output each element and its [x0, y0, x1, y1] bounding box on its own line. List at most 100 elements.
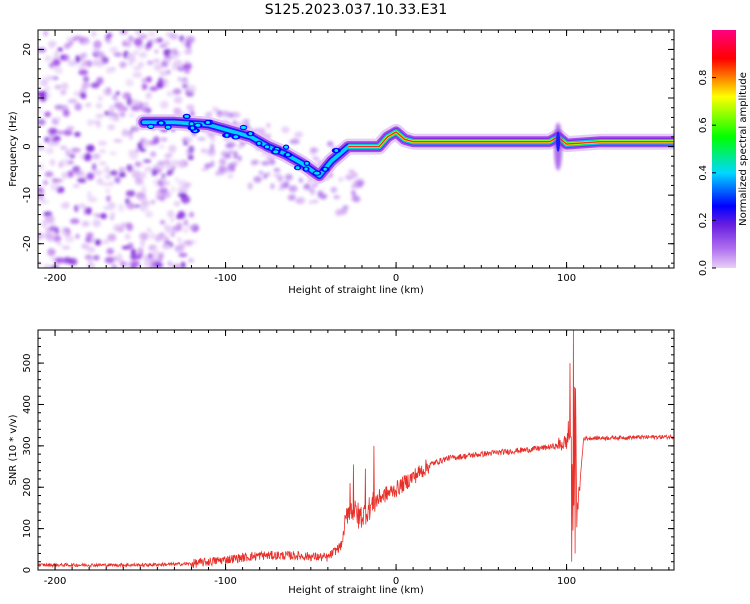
noise-blob — [38, 109, 43, 114]
noise-blob — [124, 233, 131, 240]
noise-blob — [147, 253, 153, 259]
noise-blob — [182, 83, 188, 89]
noise-blob — [125, 190, 136, 197]
y-tick-label: 20 — [22, 43, 33, 56]
noise-blob — [48, 226, 59, 231]
haze-blob — [227, 141, 236, 148]
noise-blob — [149, 264, 158, 268]
noise-blob — [160, 234, 169, 243]
y-tick-label: -10 — [22, 187, 33, 203]
x-tick-label: 0 — [393, 576, 399, 587]
noise-blob — [159, 100, 169, 110]
noise-blob — [103, 238, 109, 245]
noise-blob — [115, 102, 124, 107]
noise-blob — [182, 227, 189, 234]
noise-blob — [133, 127, 139, 132]
noise-blob — [57, 47, 63, 52]
noise-blob — [38, 162, 45, 171]
noise-blob — [74, 170, 85, 177]
snr-frame — [37, 329, 675, 571]
colorbar-ticks: 0.0 0.2 0.4 0.6 0.8 — [698, 70, 716, 276]
noise-blob — [170, 159, 181, 167]
noise-blob — [56, 130, 65, 135]
noise-blob — [74, 131, 81, 137]
ridge-core — [225, 133, 229, 137]
noise-blob — [186, 85, 197, 93]
band-layer — [348, 131, 674, 148]
ridge-core — [165, 125, 171, 129]
noise-blob — [147, 30, 156, 37]
noise-blob — [165, 153, 173, 158]
noise-blob — [46, 147, 54, 155]
noise-blob — [109, 170, 118, 176]
spectrogram-marks — [38, 30, 674, 268]
haze-blob — [206, 111, 213, 118]
noise-blob — [92, 219, 101, 228]
noise-blob — [77, 177, 87, 184]
noise-blob — [45, 92, 52, 99]
noise-blob — [62, 231, 68, 237]
noise-blob — [66, 125, 75, 131]
haze-blob — [261, 161, 270, 166]
noise-blob — [150, 256, 159, 263]
noise-blob — [153, 58, 161, 64]
haze-blob — [333, 195, 341, 200]
noise-blob — [61, 82, 68, 89]
noise-blob — [62, 257, 72, 264]
ridge-core — [284, 145, 288, 149]
noise-blob — [60, 202, 69, 210]
noise-blob — [93, 40, 102, 49]
haze-blob — [228, 150, 235, 154]
snr-background — [38, 330, 674, 570]
ridge-core — [295, 166, 300, 170]
noise-blob — [59, 54, 66, 60]
noise-blob — [183, 63, 191, 69]
haze-blob — [258, 170, 264, 175]
haze-blob — [309, 148, 319, 153]
noise-blob — [112, 94, 118, 101]
noise-blob — [67, 160, 74, 165]
noise-blob — [145, 211, 154, 218]
haze-blob — [263, 173, 268, 179]
noise-blob — [96, 77, 104, 85]
noise-blob — [70, 218, 80, 224]
spectrogram-ylabel: Frequency (Hz) — [8, 111, 19, 187]
noise-blob — [66, 37, 74, 42]
noise-blob — [58, 67, 63, 75]
snr-ylabel: SNR (10 * v/v) — [8, 414, 19, 485]
noise-blob — [41, 220, 48, 228]
spectrogram-xlabel: Height of straight line (km) — [288, 285, 424, 296]
x-tick-label: 100 — [557, 273, 576, 284]
noise-blob — [44, 215, 55, 224]
noise-blob — [60, 158, 71, 167]
noise-blob — [45, 75, 55, 81]
noise-blob — [83, 154, 92, 162]
noise-blob — [74, 204, 79, 213]
x-tick-label: 0 — [393, 273, 399, 284]
noise-blob — [188, 224, 196, 230]
noise-blob — [45, 56, 55, 61]
noise-blob — [178, 252, 188, 258]
snr-series-line — [38, 330, 674, 569]
noise-blob — [128, 55, 136, 64]
noise-blob — [137, 196, 148, 201]
noise-blob — [91, 30, 97, 38]
noise-blob — [159, 79, 168, 83]
x-tick-label: -100 — [214, 273, 237, 284]
noise-blob — [140, 206, 145, 212]
noise-blob — [81, 220, 90, 228]
haze-blob — [312, 156, 320, 161]
noise-blob — [97, 95, 104, 102]
noise-blob — [87, 191, 92, 198]
haze-blob — [218, 169, 224, 176]
haze-blob — [233, 151, 238, 156]
y-tick-label: 100 — [22, 519, 33, 538]
haze-blob — [231, 111, 241, 118]
noise-blob — [166, 90, 175, 97]
noise-blob — [112, 224, 123, 232]
noise-blob — [184, 69, 191, 74]
noise-blob — [129, 151, 139, 160]
ridge-core — [248, 132, 253, 136]
ridge-core — [257, 141, 261, 145]
